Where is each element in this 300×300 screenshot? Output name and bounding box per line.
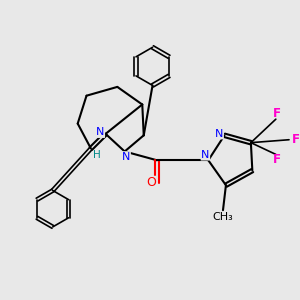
Text: N: N [122, 152, 130, 162]
Text: N: N [215, 129, 224, 139]
Text: F: F [292, 133, 299, 146]
Text: CH₃: CH₃ [213, 212, 233, 222]
Text: O: O [146, 176, 156, 189]
Text: F: F [273, 153, 281, 166]
Text: F: F [273, 107, 281, 120]
Text: N: N [201, 150, 210, 160]
Text: H: H [94, 150, 101, 160]
Text: N: N [96, 128, 104, 137]
